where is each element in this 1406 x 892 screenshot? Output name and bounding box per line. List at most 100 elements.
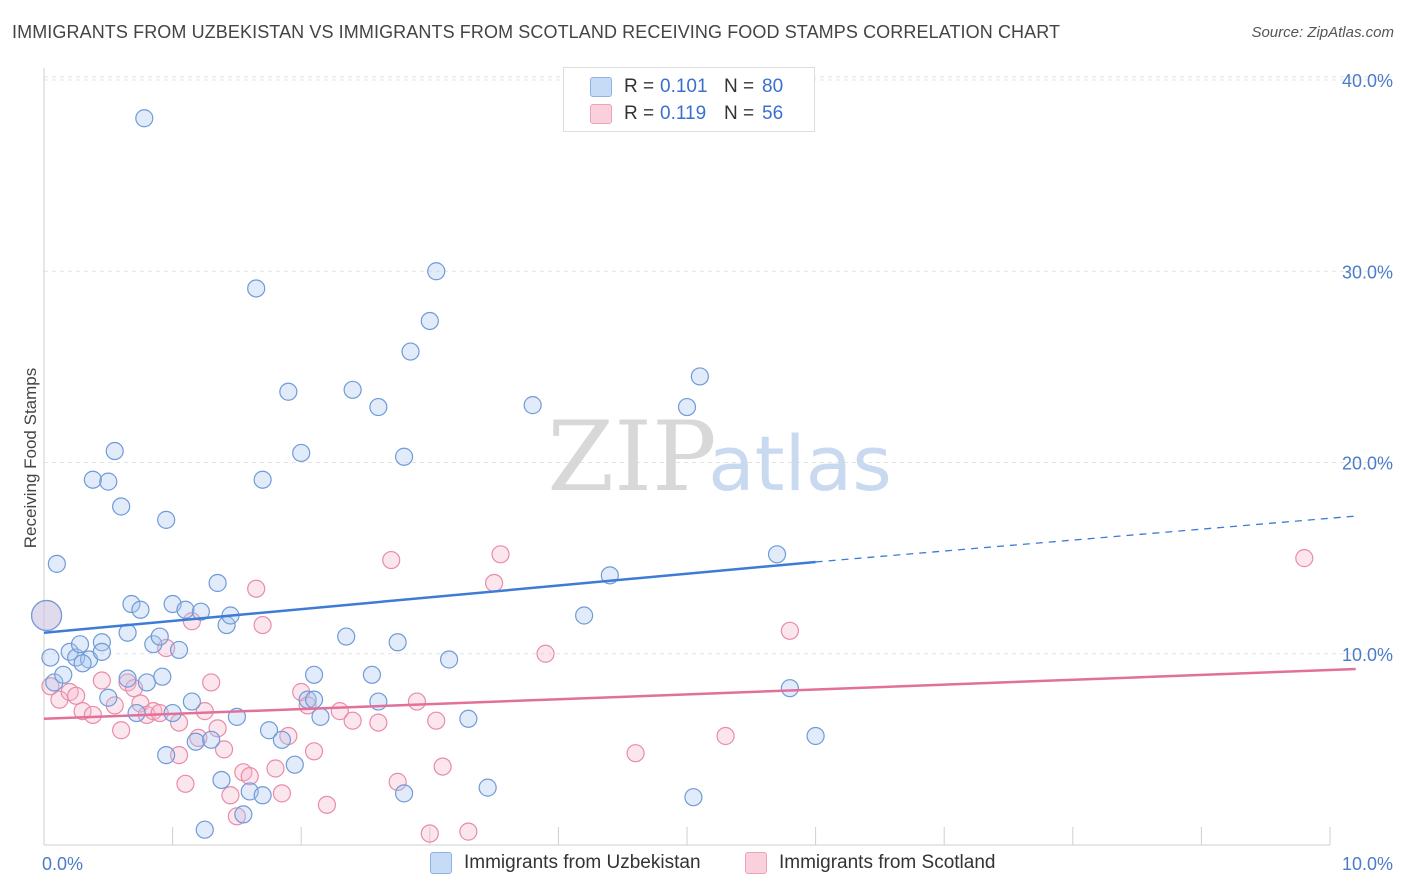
data-point [240, 767, 259, 786]
legend-item-scotland: Immigrants from Scotland [745, 852, 995, 874]
axes [43, 68, 1331, 846]
data-point [806, 726, 825, 746]
data-point [202, 730, 221, 749]
data-point [343, 711, 362, 730]
data-point [304, 665, 324, 684]
data-point [221, 786, 240, 805]
data-point [212, 770, 231, 790]
legend-row-scotland: R = 0.119 N = 56 [590, 103, 783, 125]
legend-swatch-scotland [745, 852, 767, 874]
data-point [54, 665, 73, 684]
data-point [420, 311, 439, 331]
legend-n-label: N = [724, 103, 755, 124]
data-point [491, 545, 510, 564]
data-point [575, 606, 594, 625]
data-point [266, 759, 285, 778]
data-point [677, 397, 697, 417]
data-point [311, 707, 330, 726]
data-point [394, 784, 414, 803]
data-point [135, 109, 154, 128]
data-point [485, 573, 504, 593]
data-point [407, 692, 427, 711]
legend-swatch-scotland [590, 104, 612, 124]
data-point [382, 550, 401, 570]
data-point [433, 757, 452, 776]
data-point [153, 667, 172, 686]
data-point [208, 719, 227, 738]
data-point [1295, 549, 1314, 568]
data-point [253, 786, 272, 805]
data-point [92, 642, 111, 661]
data-point [92, 633, 111, 652]
data-point [112, 497, 131, 516]
trend-line-uzbekistan-extension [815, 515, 1356, 563]
data-point [47, 554, 66, 573]
data-point [401, 342, 420, 361]
data-point [112, 721, 131, 740]
legend-r-label: R = [624, 103, 655, 124]
data-point [420, 824, 439, 843]
data-point [536, 644, 555, 663]
data-point [362, 665, 382, 684]
data-point [337, 627, 356, 646]
data-point [292, 443, 311, 463]
y-tick-label: 40.0% [1342, 71, 1393, 91]
data-point [234, 805, 253, 824]
page-title: IMMIGRANTS FROM UZBEKISTAN VS IMMIGRANTS… [12, 22, 1061, 42]
data-point [304, 742, 324, 761]
data-point [767, 545, 787, 564]
source-note: Source: ZipAtlas.com [1251, 24, 1394, 41]
data-point [70, 635, 90, 654]
data-point [394, 447, 414, 466]
legend-row-uzbekistan: R = 0.101 N = 80 [590, 76, 783, 98]
legend-item-uzbekistan: Immigrants from Uzbekistan [430, 852, 701, 874]
y-tick-label: 10.0% [1342, 645, 1393, 665]
data-point [99, 472, 118, 491]
x-tick-label: 10.0% [1342, 854, 1393, 874]
data-point [73, 702, 92, 721]
data-point [131, 600, 150, 619]
data-point [118, 669, 137, 688]
data-point [122, 594, 141, 614]
data-point [92, 671, 111, 690]
data-point [427, 262, 446, 281]
data-point [478, 778, 497, 797]
data-point [427, 711, 446, 730]
data-point [83, 705, 102, 725]
data-point [253, 615, 272, 635]
data-point [253, 470, 272, 489]
correlation-legend: R = 0.101 N = 80 R = 0.119 N = 56 [563, 67, 815, 132]
data-point [459, 709, 478, 728]
legend-n-value: 56 [762, 103, 784, 124]
data-point [191, 602, 210, 621]
data-point [272, 784, 292, 803]
data-point [137, 673, 156, 692]
trend-lines [43, 515, 1356, 721]
data-point [523, 396, 542, 415]
data-point [99, 688, 118, 707]
data-point [176, 774, 195, 793]
legend-n-value: 80 [762, 76, 784, 97]
data-point [186, 732, 205, 751]
data-point [780, 679, 799, 698]
data-point [285, 755, 304, 774]
data-point [247, 279, 266, 298]
y-axis-label: Receiving Food Stamps [21, 368, 40, 548]
data-point [369, 397, 388, 417]
data-point [182, 692, 201, 711]
data-point [214, 740, 234, 759]
data-point [227, 807, 246, 826]
data-point [369, 713, 388, 732]
trend-line-scotland [43, 667, 1356, 721]
data-point [317, 795, 337, 814]
data-point [247, 579, 266, 598]
data-point [176, 600, 195, 619]
data-point [279, 382, 298, 401]
y-tick-label: 30.0% [1342, 262, 1393, 282]
x-tick-label: 0.0% [42, 854, 83, 874]
watermark-zip: ZIP [547, 401, 716, 513]
data-point [157, 746, 176, 765]
data-point [259, 721, 279, 740]
data-point [73, 654, 92, 673]
